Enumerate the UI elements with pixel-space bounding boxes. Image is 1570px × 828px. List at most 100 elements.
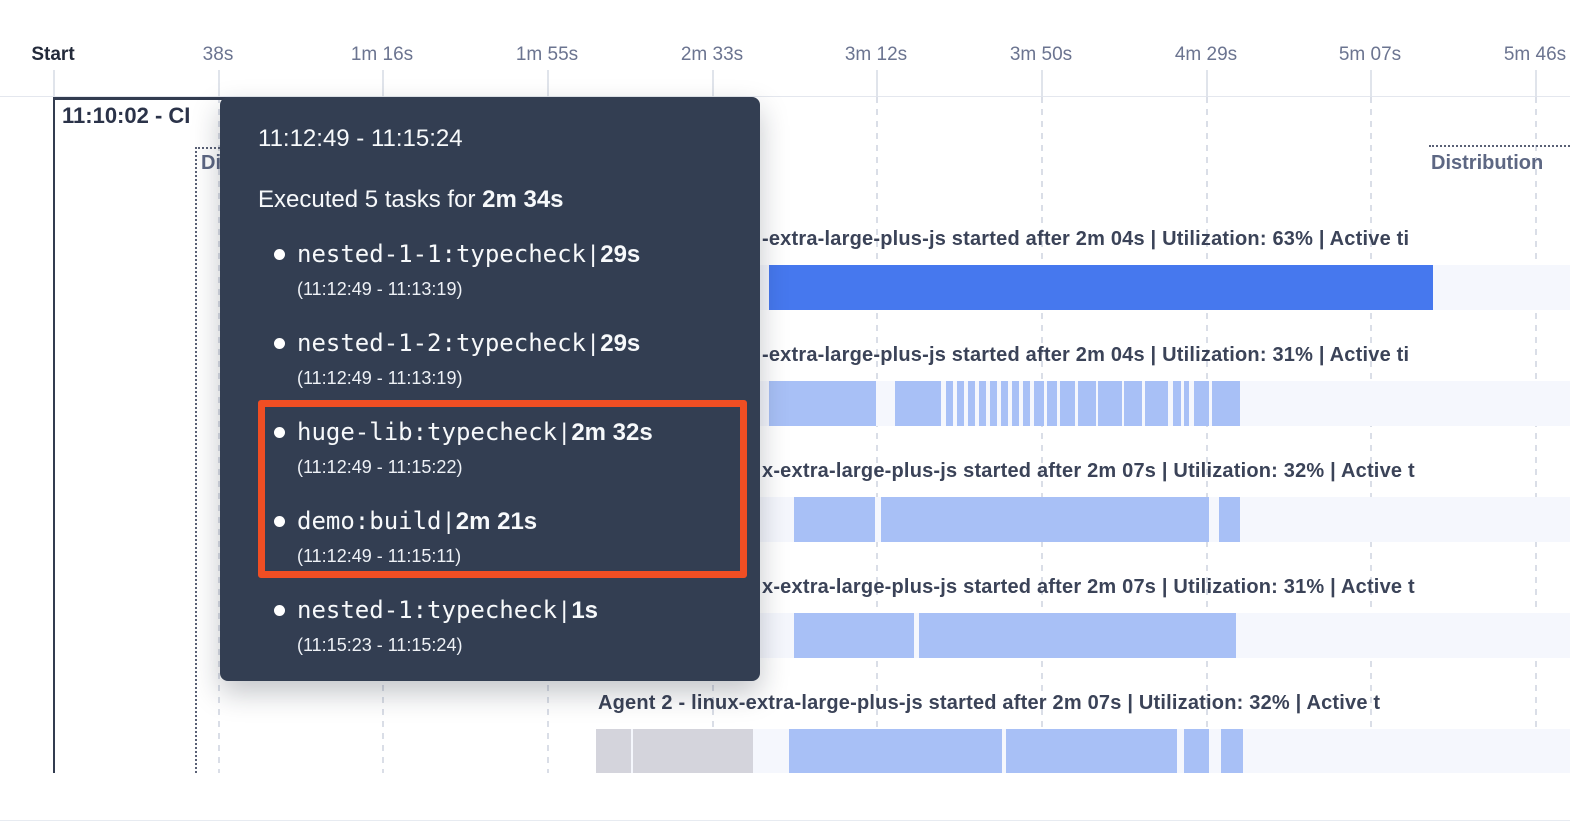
task-separator: | [589,330,597,357]
axis-tick-label: 1m 55s [515,44,579,65]
task-name: nested-1-2:typecheck [297,329,586,357]
task-time-range: (11:12:49 - 11:15:22) [297,457,463,477]
task-bar-segment[interactable] [1194,381,1209,426]
gridline [1370,97,1372,773]
task-bar-segment[interactable] [1034,381,1044,426]
task-name: nested-1-1:typecheck [297,240,586,268]
task-duration: 1s [571,597,599,624]
task-bar-segment[interactable] [769,381,876,426]
task-duration: 29s [600,241,641,268]
task-name: demo:build [297,507,442,535]
tooltip-summary-text: Executed 5 tasks for [258,186,483,213]
axis-tick-label: 1m 16s [350,44,414,65]
distribution-phase-box-right [1429,145,1570,175]
task-bar-segment[interactable] [1060,381,1075,426]
tooltip-time-range: 11:12:49 - 11:15:24 [258,125,463,152]
task-bar-segment[interactable] [979,381,986,426]
task-name: huge-lib:typecheck [297,418,558,446]
task-time-range: (11:12:49 - 11:13:19) [297,368,463,388]
task-item-highlighted: huge-lib:typecheck | 2m 32s (11:12:49 - 11… [258,418,740,478]
axis-tick-mark [53,70,55,97]
tooltip-summary-duration: 2m 34s [482,186,564,213]
task-bar-segment[interactable] [1173,381,1181,426]
task-duration: 29s [600,330,641,357]
pipeline-span-top-border [53,97,363,100]
axis-tick-mark [1206,70,1208,97]
gridline [876,97,878,773]
task-bar-segment[interactable] [957,381,964,426]
tooltip-summary: Executed 5 tasks for 2m 34s [258,186,740,214]
axis-tick-label: 5m 46s [1503,44,1567,65]
task-bar-segment[interactable] [1219,497,1240,542]
task-bar-segment[interactable] [946,381,953,426]
task-separator: | [561,419,568,446]
task-bar-segment[interactable] [769,265,1433,310]
task-time-range: (11:15:23 - 11:15:24) [297,635,463,655]
task-bar-segment[interactable] [895,381,941,426]
task-bar-segment[interactable] [1145,381,1168,426]
distribution-phase-label-right: Distribution [1431,152,1544,174]
agent-row-label: x-extra-large-plus-js started after 2m 0… [762,460,1415,482]
axis-tick-mark [547,70,549,97]
task-bar-segment[interactable] [968,381,975,426]
axis-start-label: Start [31,44,75,65]
task-separator: | [561,597,568,624]
axis-tick-mark [712,70,714,97]
pipeline-span-label: 11:10:02 - CI [62,103,191,128]
task-bar-segment[interactable] [1098,381,1122,426]
task-item: nested-1-2:typecheck | 29s (11:12:49 - 11:… [258,329,740,389]
axis-tick-label: 38s [202,44,234,65]
task-bar-segment[interactable] [1184,381,1189,426]
gridline [218,97,220,773]
task-bar-segment[interactable] [881,497,1209,542]
axis-tick-mark [382,70,384,97]
task-bar-segment[interactable] [1006,729,1177,773]
task-list: nested-1-1:typecheck | 29s (11:12:49 - 11:… [258,240,740,656]
bottom-divider [0,820,1570,821]
task-bar-segment[interactable] [1221,729,1243,773]
task-bar-segment[interactable] [633,729,753,773]
task-separator: | [589,241,597,268]
task-bar-segment[interactable] [789,729,1002,773]
axis-tick-mark [876,70,878,97]
task-name: nested-1:typecheck [297,596,558,624]
task-bar-segment[interactable] [990,381,997,426]
gridline [1206,97,1208,773]
agent-tasks-tooltip: 11:12:49 - 11:15:24 Executed 5 tasks for… [220,97,760,681]
agent-row-label: -extra-large-plus-js started after 2m 04… [762,228,1410,250]
axis-tick-label: 3m 12s [844,44,908,65]
task-bar-segment[interactable] [1212,381,1240,426]
task-duration: 2m 32s [571,419,653,446]
task-bar-segment[interactable] [919,613,1236,658]
agent-row-label: -extra-large-plus-js started after 2m 04… [762,344,1410,366]
pipeline-span-left-border [53,97,55,773]
task-bar-segment[interactable] [1047,381,1057,426]
task-bar-segment[interactable] [1023,381,1030,426]
task-bar-segment[interactable] [794,497,875,542]
gridline [1041,97,1043,773]
axis-tick-mark [218,70,220,97]
axis-tick-label: 5m 07s [1338,44,1402,65]
task-bar-segment[interactable] [1012,381,1019,426]
task-bar-segment[interactable] [1001,381,1008,426]
task-time-range: (11:12:49 - 11:15:11) [297,546,462,566]
task-bar-segment[interactable] [794,613,914,658]
axis-tick-label: 2m 33s [680,44,744,65]
task-item: nested-1:typecheck | 1s (11:15:23 - 11:15:… [258,596,740,656]
axis-tick-label: 4m 29s [1174,44,1238,65]
gridline [1535,97,1537,773]
task-time-range: (11:12:49 - 11:13:19) [297,279,463,299]
axis-tick-mark [1370,70,1372,97]
task-bar-segment[interactable] [1184,729,1209,773]
task-bar-segment[interactable] [596,729,631,773]
task-item-highlighted: demo:build | 2m 21s (11:12:49 - 11:15:11) [258,507,740,567]
axis-tick-mark [1041,70,1043,97]
axis-tick-mark [1535,70,1537,97]
task-separator: | [445,508,452,535]
task-bar-segment[interactable] [1124,381,1142,426]
task-item: nested-1-1:typecheck | 29s (11:12:49 - 11:… [258,240,740,300]
agent-row-label: Agent 2 - linux-extra-large-plus-js star… [598,692,1381,714]
task-duration: 2m 21s [455,508,538,535]
task-bar-segment[interactable] [1078,381,1096,426]
